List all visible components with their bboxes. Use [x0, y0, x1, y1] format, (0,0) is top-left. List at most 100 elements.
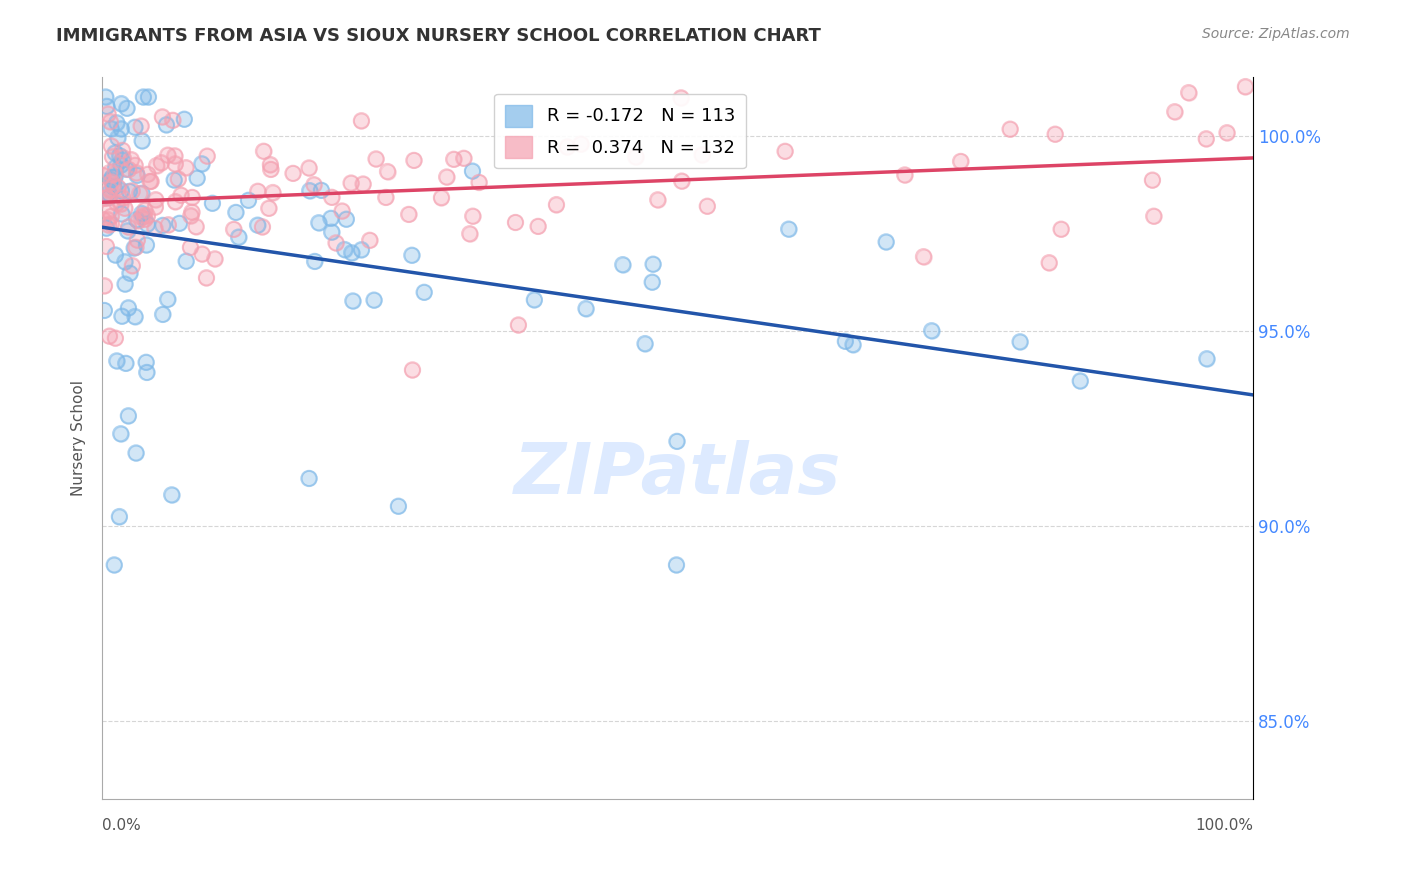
- Point: [340, 176, 363, 190]
- Point: [98, 182, 121, 196]
- Point: [132, 90, 155, 104]
- Point: [180, 205, 202, 219]
- Point: [1143, 209, 1166, 223]
- Point: [145, 200, 167, 214]
- Point: [260, 162, 283, 177]
- Point: [117, 224, 139, 238]
- Point: [1195, 132, 1218, 146]
- Point: [152, 219, 174, 233]
- Point: [1050, 222, 1073, 236]
- Point: [135, 238, 157, 252]
- Y-axis label: Nursery School: Nursery School: [72, 380, 86, 496]
- Point: [191, 247, 214, 261]
- Point: [246, 184, 269, 198]
- Point: [103, 178, 125, 193]
- Point: [163, 173, 186, 187]
- Point: [669, 91, 692, 105]
- Point: [129, 119, 152, 133]
- Point: [468, 176, 491, 190]
- Point: [131, 206, 153, 220]
- Point: [94, 90, 117, 104]
- Point: [834, 334, 856, 349]
- Point: [1234, 79, 1257, 94]
- Point: [117, 409, 139, 423]
- Point: [100, 139, 122, 153]
- Point: [94, 90, 117, 104]
- Point: [97, 218, 120, 232]
- Point: [1195, 351, 1218, 366]
- Point: [169, 216, 191, 230]
- Point: [136, 209, 159, 223]
- Point: [136, 217, 159, 231]
- Point: [453, 151, 475, 165]
- Point: [121, 184, 143, 198]
- Point: [204, 252, 226, 266]
- Point: [1195, 351, 1218, 366]
- Point: [139, 174, 162, 188]
- Point: [508, 318, 530, 332]
- Point: [98, 329, 121, 343]
- Point: [201, 196, 224, 211]
- Point: [163, 149, 186, 163]
- Point: [114, 277, 136, 291]
- Point: [505, 215, 527, 229]
- Point: [191, 157, 214, 171]
- Point: [96, 191, 118, 205]
- Point: [508, 318, 530, 332]
- Text: IMMIGRANTS FROM ASIA VS SIOUX NURSERY SCHOOL CORRELATION CHART: IMMIGRANTS FROM ASIA VS SIOUX NURSERY SC…: [56, 27, 821, 45]
- Point: [117, 301, 139, 315]
- Point: [298, 161, 321, 175]
- Point: [569, 137, 592, 152]
- Point: [124, 310, 146, 324]
- Point: [180, 205, 202, 219]
- Point: [257, 202, 280, 216]
- Point: [311, 183, 333, 197]
- Point: [262, 186, 284, 200]
- Point: [461, 209, 484, 223]
- Point: [165, 194, 187, 209]
- Point: [165, 157, 187, 171]
- Point: [132, 90, 155, 104]
- Point: [108, 509, 131, 524]
- Point: [998, 122, 1021, 136]
- Point: [259, 158, 281, 172]
- Point: [321, 225, 343, 239]
- Point: [842, 337, 865, 351]
- Point: [114, 254, 136, 268]
- Point: [139, 174, 162, 188]
- Point: [100, 114, 122, 128]
- Point: [647, 193, 669, 207]
- Point: [139, 174, 162, 188]
- Point: [1043, 127, 1066, 141]
- Point: [122, 241, 145, 255]
- Point: [104, 248, 127, 262]
- Point: [96, 221, 118, 235]
- Point: [125, 446, 148, 460]
- Point: [458, 227, 481, 241]
- Point: [131, 211, 153, 225]
- Point: [101, 170, 124, 185]
- Point: [641, 257, 664, 271]
- Point: [105, 354, 128, 368]
- Point: [105, 196, 128, 211]
- Point: [330, 204, 353, 219]
- Point: [569, 137, 592, 152]
- Point: [1216, 126, 1239, 140]
- Point: [1163, 104, 1185, 119]
- Point: [96, 221, 118, 235]
- Point: [468, 176, 491, 190]
- Point: [129, 119, 152, 133]
- Point: [110, 426, 132, 441]
- Point: [1038, 255, 1060, 269]
- Point: [98, 182, 121, 196]
- Point: [121, 259, 143, 273]
- Point: [117, 162, 139, 177]
- Point: [342, 293, 364, 308]
- Point: [103, 179, 125, 194]
- Point: [436, 169, 458, 184]
- Point: [363, 293, 385, 307]
- Point: [105, 196, 128, 211]
- Point: [155, 118, 177, 132]
- Point: [131, 186, 153, 201]
- Point: [260, 162, 283, 177]
